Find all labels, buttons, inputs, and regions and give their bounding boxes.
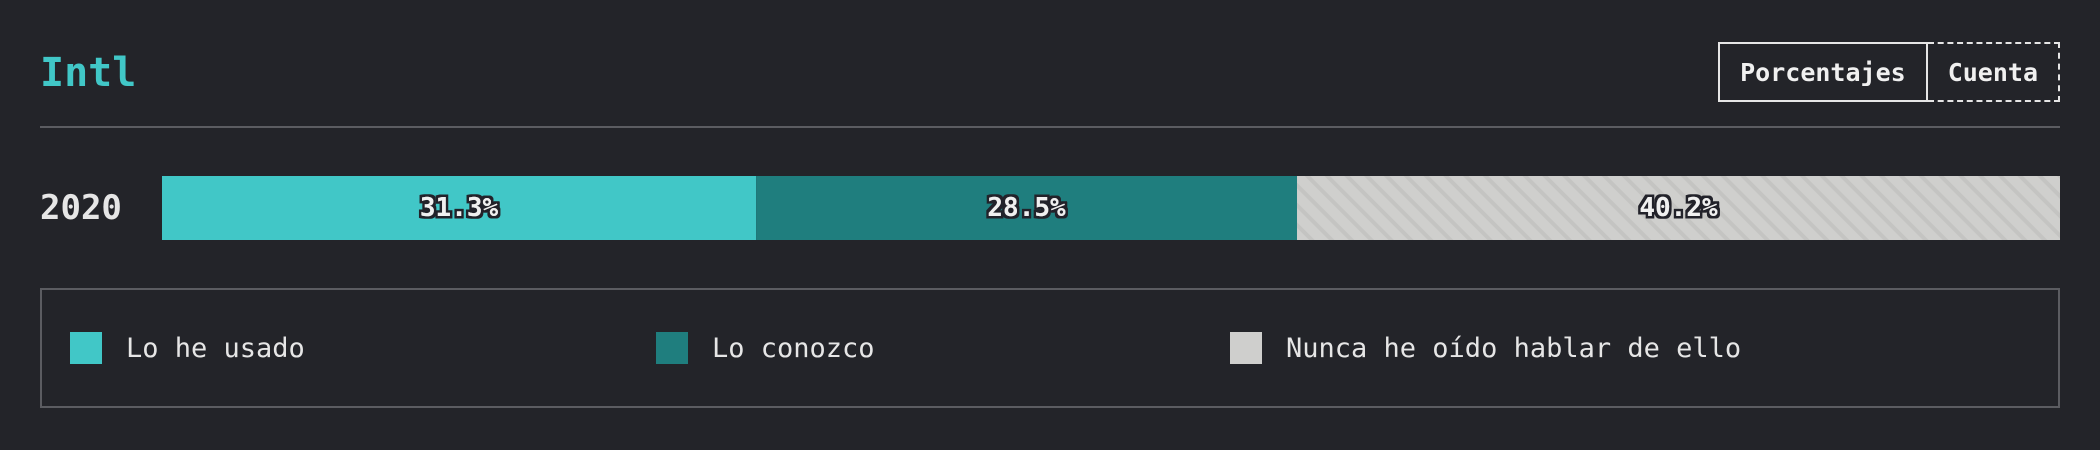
legend-swatch-never-heard bbox=[1230, 332, 1262, 364]
percentages-button[interactable]: Porcentajes bbox=[1718, 42, 1928, 102]
data-label-known: 28.5% bbox=[987, 193, 1066, 223]
data-label-used: 31.3% bbox=[420, 193, 499, 223]
bar-segment-used[interactable] bbox=[162, 176, 757, 240]
legend-swatch-known bbox=[656, 332, 688, 364]
bar-segment-known[interactable] bbox=[756, 176, 1298, 240]
header-divider bbox=[40, 126, 2060, 128]
category-label-2020: 2020 bbox=[40, 188, 122, 228]
legend-label-known: Lo conozco bbox=[712, 332, 875, 364]
bar-segment-never-heard[interactable] bbox=[1297, 176, 2060, 240]
chart-title: Intl bbox=[40, 50, 137, 96]
count-button[interactable]: Cuenta bbox=[1927, 42, 2060, 102]
data-label-never-heard: 40.2% bbox=[1639, 193, 1718, 223]
legend-item-never-heard[interactable]: Nunca he oído hablar de ello bbox=[1230, 332, 1741, 364]
legend-swatch-used bbox=[70, 332, 102, 364]
legend-item-known[interactable]: Lo conozco bbox=[656, 332, 875, 364]
legend: Lo he usado Lo conozco Nunca he oído hab… bbox=[40, 288, 2060, 408]
legend-label-used: Lo he usado bbox=[126, 332, 305, 364]
legend-label-never-heard: Nunca he oído hablar de ello bbox=[1286, 332, 1742, 364]
legend-item-used[interactable]: Lo he usado bbox=[70, 332, 305, 364]
view-toggle: Porcentajes Cuenta bbox=[1718, 42, 2060, 102]
